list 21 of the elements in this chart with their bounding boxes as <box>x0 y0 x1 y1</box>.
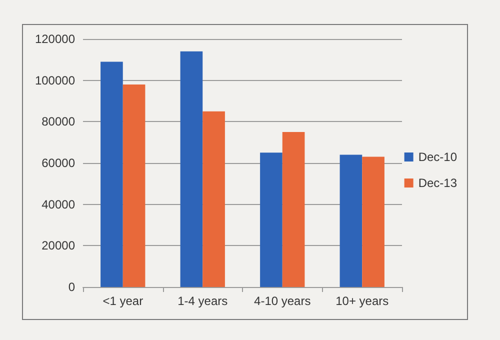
y-tick-label: 0 <box>68 280 76 294</box>
y-tick-label: 40000 <box>42 197 76 212</box>
bar <box>260 152 282 287</box>
y-tick-label: 20000 <box>42 238 76 253</box>
x-tick-label: 10+ years <box>336 294 389 308</box>
x-tick-label: 1-4 years <box>178 294 228 308</box>
y-tick-label: 100000 <box>34 73 76 88</box>
y-tick-label: 80000 <box>42 114 76 129</box>
y-tick-label: 120000 <box>34 32 76 46</box>
x-tick-label: <1 year <box>102 294 144 308</box>
y-tick-label: 60000 <box>42 156 76 170</box>
bar <box>122 84 146 287</box>
bar <box>180 51 203 287</box>
bar <box>100 62 123 287</box>
legend-label: Dec-10 <box>418 150 458 164</box>
bar <box>340 154 362 287</box>
x-tick-label: 4-10 years <box>254 294 311 308</box>
bar <box>362 156 384 287</box>
bar <box>282 132 305 287</box>
bar <box>202 111 225 287</box>
legend-label: Dec-13 <box>418 176 458 190</box>
